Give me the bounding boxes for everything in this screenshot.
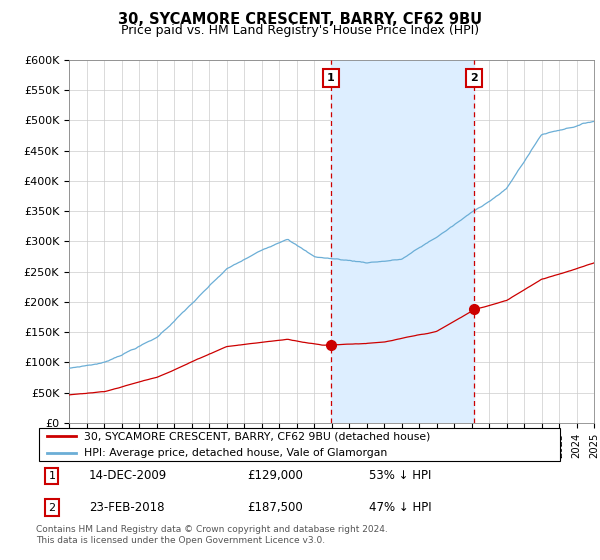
Text: Price paid vs. HM Land Registry's House Price Index (HPI): Price paid vs. HM Land Registry's House … bbox=[121, 24, 479, 37]
Text: 30, SYCAMORE CRESCENT, BARRY, CF62 9BU: 30, SYCAMORE CRESCENT, BARRY, CF62 9BU bbox=[118, 12, 482, 27]
Text: 1: 1 bbox=[327, 73, 335, 83]
Text: 30, SYCAMORE CRESCENT, BARRY, CF62 9BU (detached house): 30, SYCAMORE CRESCENT, BARRY, CF62 9BU (… bbox=[83, 431, 430, 441]
Text: 14-DEC-2009: 14-DEC-2009 bbox=[89, 469, 167, 482]
FancyBboxPatch shape bbox=[38, 428, 560, 461]
Text: 53% ↓ HPI: 53% ↓ HPI bbox=[368, 469, 431, 482]
Text: 47% ↓ HPI: 47% ↓ HPI bbox=[368, 501, 431, 514]
Text: 1: 1 bbox=[49, 471, 55, 481]
Text: HPI: Average price, detached house, Vale of Glamorgan: HPI: Average price, detached house, Vale… bbox=[83, 448, 387, 458]
Bar bbox=[331, 60, 474, 423]
Text: £129,000: £129,000 bbox=[247, 469, 303, 482]
Text: 2: 2 bbox=[48, 503, 55, 512]
Text: £187,500: £187,500 bbox=[247, 501, 303, 514]
Text: 23-FEB-2018: 23-FEB-2018 bbox=[89, 501, 164, 514]
Text: 2: 2 bbox=[470, 73, 478, 83]
Text: Contains HM Land Registry data © Crown copyright and database right 2024.
This d: Contains HM Land Registry data © Crown c… bbox=[36, 525, 388, 545]
